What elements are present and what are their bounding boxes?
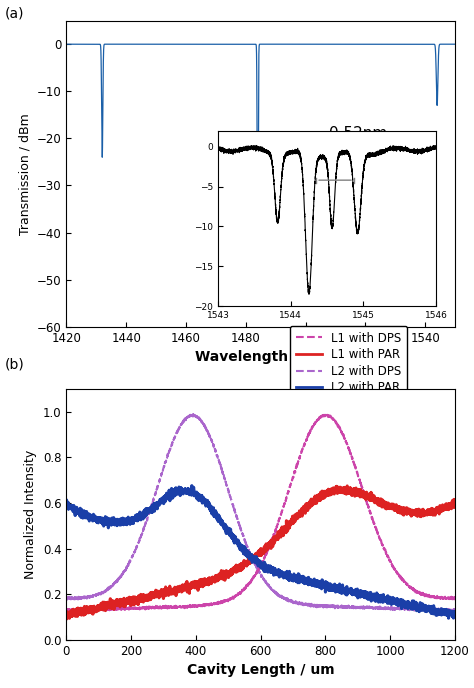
L2 with DPS	[108, 583, 114, 592]
Text: 0.52nm: 0.52nm	[329, 127, 388, 142]
L1 with DPS	[321, 411, 327, 419]
L2 with DPS	[64, 594, 69, 602]
L1 with PAR	[403, 506, 409, 514]
L2 with DPS	[229, 499, 235, 508]
X-axis label: Wavelength / nm: Wavelength / nm	[194, 350, 327, 364]
Text: (b): (b)	[5, 357, 25, 371]
L1 with PAR	[108, 601, 114, 609]
L2 with PAR	[64, 499, 69, 507]
L2 with DPS	[213, 448, 219, 456]
Y-axis label: Normalized Intensity: Normalized Intensity	[24, 450, 37, 579]
L1 with DPS	[64, 606, 69, 614]
L2 with DPS	[447, 608, 453, 616]
L1 with PAR	[213, 572, 219, 580]
L1 with DPS	[213, 599, 219, 608]
L1 with DPS	[131, 603, 137, 612]
L2 with PAR	[229, 534, 235, 542]
L1 with DPS	[108, 605, 114, 613]
L1 with DPS	[84, 607, 90, 615]
L1 with DPS	[403, 579, 409, 588]
L1 with PAR	[131, 596, 137, 604]
L1 with PAR	[452, 499, 458, 507]
Legend: L1 with DPS, L1 with PAR, L2 with DPS, L2 with PAR: L1 with DPS, L1 with PAR, L2 with DPS, L…	[290, 325, 407, 400]
Line: L1 with PAR: L1 with PAR	[66, 486, 455, 619]
L2 with DPS	[452, 607, 458, 615]
Line: L2 with PAR: L2 with PAR	[66, 486, 455, 619]
L2 with PAR	[189, 482, 195, 490]
Line: L2 with DPS: L2 with DPS	[66, 414, 455, 612]
L2 with DPS	[131, 550, 137, 559]
L2 with PAR	[446, 614, 451, 623]
Y-axis label: Transmission / dBm: Transmission / dBm	[18, 113, 31, 235]
L2 with PAR	[403, 599, 409, 607]
L1 with PAR	[64, 615, 70, 623]
L1 with DPS	[445, 594, 450, 603]
L1 with DPS	[452, 594, 458, 603]
L2 with DPS	[403, 605, 409, 613]
L1 with DPS	[229, 594, 235, 602]
L1 with PAR	[64, 614, 69, 623]
L2 with PAR	[108, 517, 114, 526]
L2 with PAR	[445, 610, 450, 618]
L2 with PAR	[131, 515, 137, 523]
L1 with PAR	[345, 482, 350, 490]
Text: (a): (a)	[5, 6, 24, 20]
L2 with PAR	[452, 610, 458, 618]
L2 with PAR	[213, 506, 219, 515]
L1 with PAR	[445, 505, 450, 513]
L2 with DPS	[445, 607, 450, 615]
X-axis label: Cavity Length / um: Cavity Length / um	[187, 663, 335, 677]
L2 with DPS	[190, 410, 196, 418]
L1 with PAR	[229, 568, 235, 576]
Line: L1 with DPS: L1 with DPS	[66, 415, 455, 611]
